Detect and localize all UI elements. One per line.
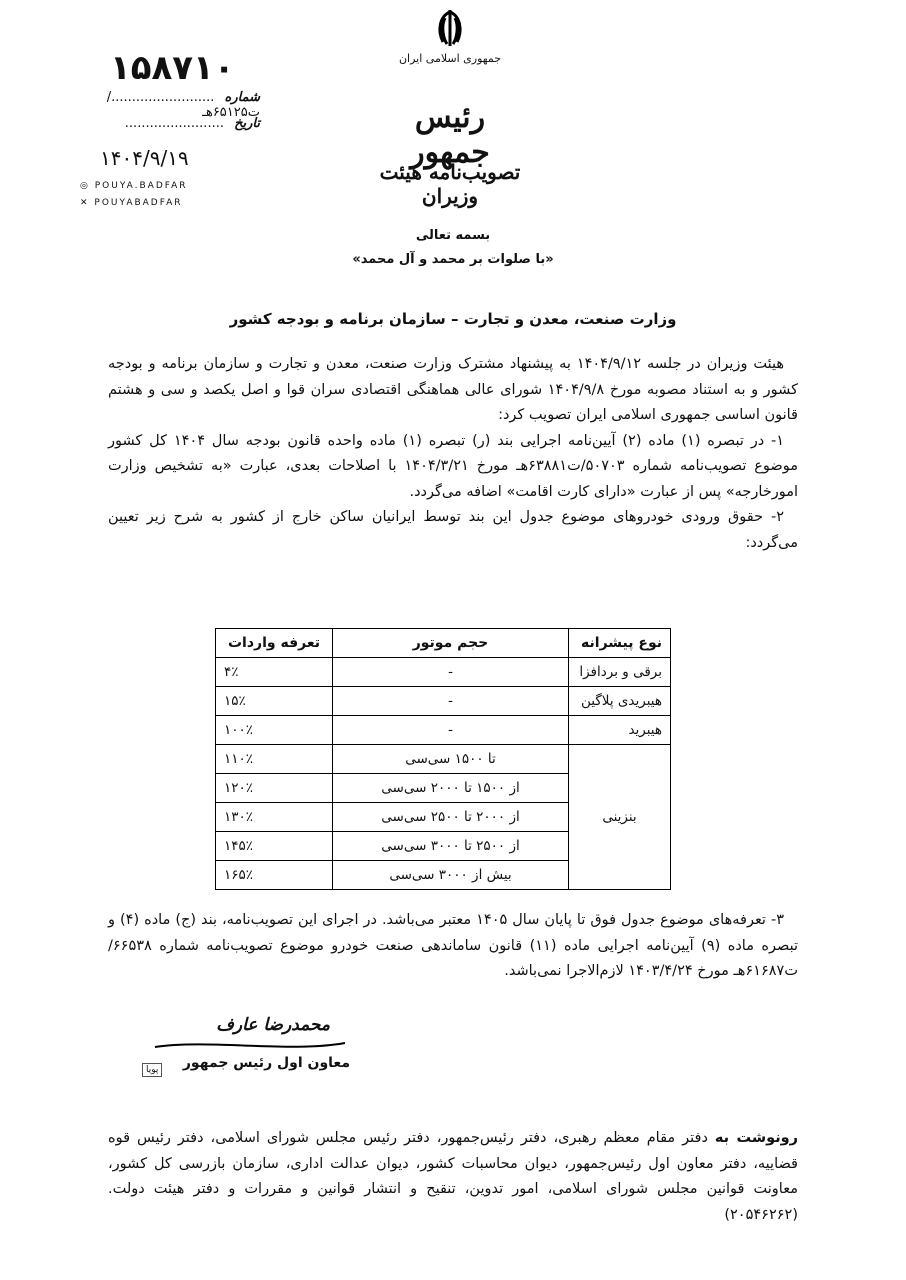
cell-tariff: ۱۶۵٪ [215, 860, 333, 890]
cell-engine: - [332, 715, 569, 745]
table-row: بیش از ۳۰۰۰ سی‌سی ۱۶۵٪ [215, 860, 671, 890]
x-handle: POUYABADFAR [94, 198, 183, 208]
handwritten-number: ۱۵۸۷۱۰ [110, 48, 235, 88]
addressee: وزارت صنعت، معدن و تجارت – سازمان برنامه… [229, 310, 677, 328]
cell-tariff: ۱۵٪ [215, 686, 333, 716]
national-emblem-icon [438, 10, 462, 46]
cc-block: رونوشت به دفتر مقام معظم رهبری، دفتر رئی… [108, 1126, 798, 1228]
invocation: بسمه تعالی [415, 228, 491, 243]
cell-type: برقی و بردافزا [568, 657, 671, 687]
paragraph-2: ۲- حقوق ورودی خودروهای موضوع جدول این بن… [108, 509, 798, 551]
cell-tariff: ۱۳۰٪ [215, 802, 333, 832]
cell-tariff: ۱۰۰٪ [215, 715, 333, 745]
office-name: رئیس جمهور [410, 100, 490, 170]
cell-engine: از ۱۵۰۰ تا ۲۰۰۰ سی‌سی [332, 773, 569, 803]
country-name: جمهوری اسلامی ایران [398, 52, 502, 65]
table-row: بنزینی تا ۱۵۰۰ سی‌سی ۱۱۰٪ [215, 744, 671, 890]
date-field: تاریخ ........................ [60, 116, 260, 131]
cell-tariff: ۱۴۵٪ [215, 831, 333, 861]
signatory-title: معاون اول رئیس جمهور [182, 1055, 350, 1071]
instagram-handle: POUYA.BADFAR [94, 181, 188, 191]
social-handles: ◎ POUYA.BADFAR ✕ POUYABADFAR [80, 178, 188, 212]
number-field: شماره ........................./ت۶۵۱۲۵هـ [60, 90, 260, 120]
tariff-table: نوع پیشرانه حجم موتور تعرفه واردات برقی … [215, 628, 671, 890]
table-row: هیبریدی پلاگین -۱۵٪ [215, 686, 671, 716]
salutation: «با صلوات بر محمد و آل محمد» [352, 252, 554, 267]
signatory-name: محمدرضا عارف [216, 1015, 330, 1035]
table-row: هیبرید -۱۰۰٪ [215, 715, 671, 745]
cell-tariff: ۴٪ [215, 657, 333, 687]
number-value: ........................./ت۶۵۱۲۵هـ [106, 90, 260, 120]
header-engine-volume: حجم موتور [332, 628, 569, 658]
cell-engine: بیش از ۳۰۰۰ سی‌سی [332, 860, 569, 890]
date-label: تاریخ [234, 116, 260, 131]
paragraph-3: ۳- تعرفه‌های موضوع جدول فوق تا پایان سال… [108, 908, 798, 985]
cell-engine: - [332, 657, 569, 687]
cell-engine: از ۲۰۰۰ تا ۲۵۰۰ سی‌سی [332, 802, 569, 832]
watermark-stamp: پویا [142, 1063, 163, 1077]
cell-engine: از ۲۵۰۰ تا ۳۰۰۰ سی‌سی [332, 831, 569, 861]
cell-type: هیبرید [568, 715, 671, 745]
signature-stroke-icon [154, 1042, 346, 1048]
paragraph-3-text: ۳- تعرفه‌های موضوع جدول فوق تا پایان سال… [108, 912, 798, 979]
header-engine-type: نوع پیشرانه [568, 628, 671, 658]
date-value: ........................ [124, 116, 224, 131]
table-row: برقی و بردافزا -۴٪ [215, 657, 671, 687]
cell-tariff: ۱۲۰٪ [215, 773, 333, 803]
x-icon: ✕ [80, 198, 90, 208]
cell-type: هیبریدی پلاگین [568, 686, 671, 716]
table-header-row: نوع پیشرانه حجم موتور تعرفه واردات [215, 628, 671, 658]
cell-type: بنزینی [568, 744, 671, 890]
paragraph-intro: هیئت وزیران در جلسه ۱۴۰۴/۹/۱۲ به پیشنهاد… [108, 356, 798, 423]
body-text: هیئت وزیران در جلسه ۱۴۰۴/۹/۱۲ به پیشنهاد… [108, 352, 798, 556]
cc-label: رونوشت به [714, 1130, 799, 1146]
signature-block: محمدرضا عارف معاون اول رئیس جمهور پویا [142, 1015, 350, 1077]
number-label: شماره [224, 90, 260, 105]
document-type: تصویب‌نامه هیئت وزیران [379, 160, 521, 208]
cc-text: دفتر مقام معظم رهبری، دفتر رئیس‌جمهور، د… [108, 1130, 798, 1223]
cell-engine: تا ۱۵۰۰ سی‌سی [332, 744, 569, 774]
handwritten-date: ۱۴۰۴/۹/۱۹ [100, 146, 189, 170]
cell-tariff: ۱۱۰٪ [215, 744, 333, 774]
table-row: از ۲۰۰۰ تا ۲۵۰۰ سی‌سی ۱۳۰٪ [215, 802, 671, 832]
table-row: از ۲۵۰۰ تا ۳۰۰۰ سی‌سی ۱۴۵٪ [215, 831, 671, 861]
instagram-icon: ◎ [80, 181, 90, 191]
paragraph-1: ۱- در تبصره (۱) ماده (۲) آیین‌نامه اجرای… [108, 432, 798, 500]
header-tariff: تعرفه واردات [215, 628, 333, 658]
cell-engine: - [332, 686, 569, 716]
